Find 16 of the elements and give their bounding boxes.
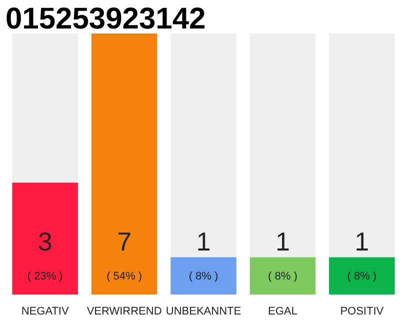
x-tick-label: POSITIV (340, 306, 384, 318)
annotation: ( 23% ) (27, 270, 63, 282)
data-label: 3 (38, 226, 52, 256)
data-label: 1 (196, 226, 211, 256)
x-tick-label: EGAL (268, 306, 298, 318)
annotation: ( 8% ) (188, 270, 218, 282)
annotation: ( 54% ) (106, 270, 142, 282)
chart-title: 015253923142 (6, 2, 206, 36)
data-label: 1 (275, 226, 290, 256)
data-label: 7 (117, 226, 132, 256)
annotation: ( 8% ) (347, 270, 377, 282)
x-tick-label: VERWIRREND (86, 306, 162, 318)
x-tick-label: NEGATIV (21, 306, 70, 318)
data-label: 1 (354, 226, 370, 256)
x-tick-label: UNBEKANNTE (166, 306, 242, 318)
annotation: ( 8% ) (268, 270, 298, 282)
